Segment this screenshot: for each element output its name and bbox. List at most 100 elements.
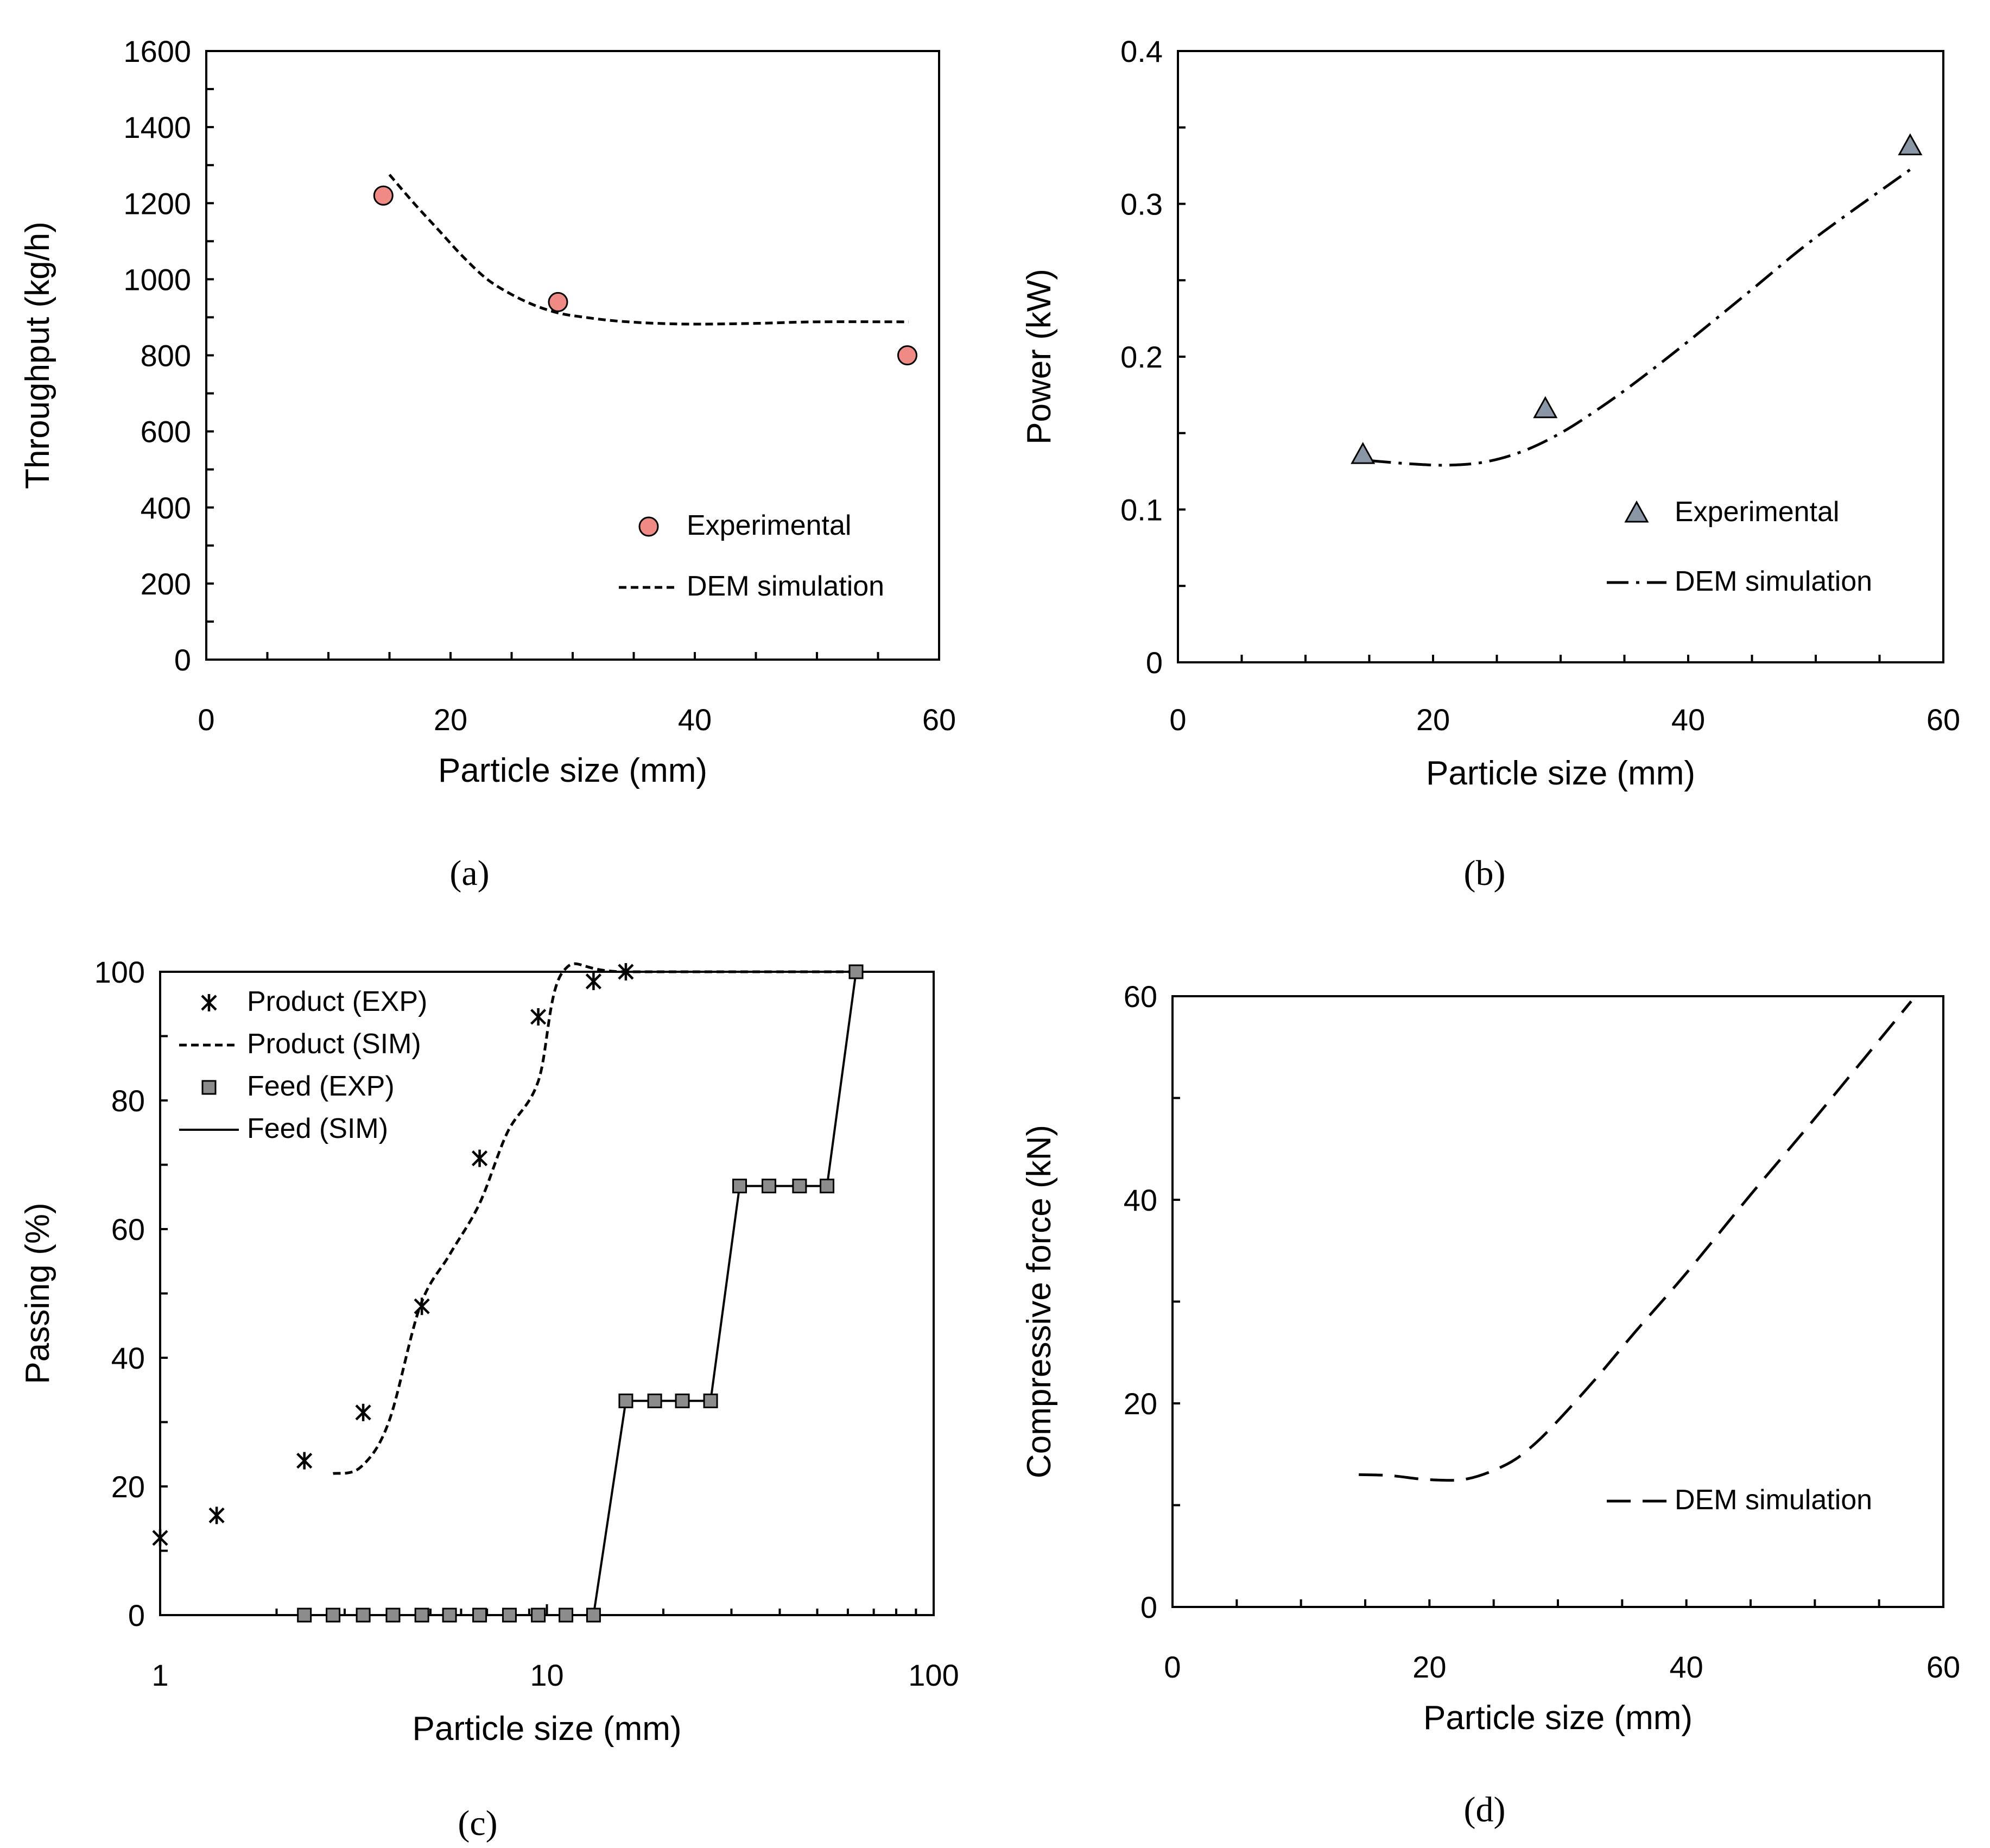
x-tick-label: 1 bbox=[151, 1658, 168, 1692]
data-point bbox=[848, 964, 864, 979]
y-tick-label: 60 bbox=[111, 1212, 145, 1246]
legend-label: Product (SIM) bbox=[247, 1028, 421, 1060]
x-tick-label: 100 bbox=[908, 1658, 959, 1692]
y-tick-label: 0 bbox=[1140, 1590, 1157, 1624]
legend-marker bbox=[1624, 500, 1649, 523]
x-tick-label: 40 bbox=[1671, 703, 1705, 737]
series-line-product-sim- bbox=[333, 962, 859, 1475]
plot-frame-a bbox=[205, 50, 940, 661]
y-tick-label: 1600 bbox=[123, 34, 191, 68]
panel-b: 0 0.1 0.2 0.3 0.4 0 20 40 60 Particle size (mm) Po… bbox=[1021, 34, 1960, 893]
x-tick-label: 40 bbox=[678, 703, 712, 737]
legend-marker bbox=[201, 1080, 217, 1095]
x-axis-label: Particle size (mm) bbox=[1426, 755, 1695, 792]
data-point bbox=[531, 1607, 546, 1623]
panel-caption: (d) bbox=[1464, 1790, 1506, 1830]
panel-c: 0 20 40 60 80 100 1 10 100 Particle size (mm) Pass… bbox=[19, 955, 959, 1843]
panel-d: 0 20 40 60 0 20 40 60 Particle size (mm) Compress… bbox=[1021, 979, 1960, 1830]
y-axis-label: Compressive force (kN) bbox=[1021, 1125, 1058, 1478]
legend-marker bbox=[201, 994, 217, 1011]
y-tick-label: 0 bbox=[174, 643, 191, 677]
y-tick-label: 0.1 bbox=[1120, 493, 1163, 527]
legend-label: Product (EXP) bbox=[247, 986, 427, 1017]
legend-label: DEM simulation bbox=[1675, 566, 1872, 597]
series-line-dem-simulation bbox=[388, 174, 909, 326]
data-point bbox=[414, 1607, 429, 1623]
data-point bbox=[356, 1607, 371, 1623]
legend-label: Feed (EXP) bbox=[247, 1071, 395, 1102]
data-point bbox=[530, 1008, 547, 1026]
legend-label: DEM simulation bbox=[687, 571, 884, 602]
data-point bbox=[208, 1507, 225, 1524]
data-point bbox=[586, 1607, 601, 1623]
data-point bbox=[414, 1298, 430, 1315]
legend-marker bbox=[638, 516, 659, 537]
y-tick-label: 0 bbox=[128, 1598, 145, 1632]
y-tick-label: 1400 bbox=[123, 110, 191, 144]
y-tick-label: 0.3 bbox=[1120, 187, 1163, 221]
data-point bbox=[502, 1607, 517, 1623]
y-tick-label: 200 bbox=[141, 567, 191, 601]
data-point bbox=[618, 963, 634, 980]
data-point bbox=[820, 1179, 835, 1194]
x-tick-label: 60 bbox=[922, 703, 956, 737]
data-point bbox=[732, 1179, 747, 1194]
data-point bbox=[1351, 442, 1376, 464]
x-tick-label: 60 bbox=[1926, 703, 1960, 737]
data-point bbox=[297, 1607, 312, 1623]
x-tick-label: 40 bbox=[1670, 1650, 1703, 1684]
legend-b: Experimental DEM simulation bbox=[1607, 496, 1872, 597]
series-line-dem-simulation bbox=[1359, 1000, 1912, 1482]
panel-caption: (b) bbox=[1464, 853, 1506, 893]
series-line-dem-simulation bbox=[1369, 167, 1912, 467]
y-tick-label: 80 bbox=[111, 1084, 145, 1118]
y-tick-label: 100 bbox=[94, 955, 145, 989]
data-point bbox=[152, 1529, 168, 1547]
y-tick-label: 600 bbox=[141, 415, 191, 449]
y-tick-label: 0.4 bbox=[1120, 34, 1163, 68]
data-point bbox=[618, 1393, 633, 1408]
data-point bbox=[761, 1179, 776, 1194]
data-point bbox=[792, 1179, 807, 1194]
y-tick-label: 20 bbox=[111, 1470, 145, 1504]
y-tick-label: 0.2 bbox=[1120, 340, 1163, 374]
data-point bbox=[472, 1607, 487, 1623]
x-tick-label: 60 bbox=[1926, 1650, 1960, 1684]
data-point bbox=[326, 1607, 341, 1623]
x-tick-label: 20 bbox=[1412, 1650, 1446, 1684]
data-point bbox=[675, 1393, 690, 1408]
y-tick-label: 1000 bbox=[123, 262, 191, 296]
data-point bbox=[296, 1452, 313, 1470]
data-point bbox=[548, 292, 568, 312]
plot-frame-c bbox=[159, 971, 935, 1616]
x-axis-label: Particle size (mm) bbox=[412, 1710, 681, 1748]
x-tick-label: 10 bbox=[530, 1658, 563, 1692]
x-tick-label: 0 bbox=[1164, 1650, 1181, 1684]
data-point bbox=[373, 185, 394, 206]
legend-label: Feed (SIM) bbox=[247, 1113, 388, 1144]
y-axis-label: Passing (%) bbox=[19, 1203, 56, 1384]
x-tick-label: 20 bbox=[1416, 703, 1450, 737]
y-tick-label: 1200 bbox=[123, 186, 191, 220]
y-axis-label: Power (kW) bbox=[1021, 269, 1058, 445]
legend-d: DEM simulation bbox=[1607, 1484, 1872, 1516]
y-tick-label: 400 bbox=[141, 491, 191, 525]
data-point bbox=[471, 1149, 488, 1167]
legend-label: Experimental bbox=[1675, 496, 1839, 528]
data-point bbox=[559, 1607, 574, 1623]
data-point bbox=[703, 1393, 718, 1408]
y-tick-label: 20 bbox=[1124, 1387, 1157, 1421]
legend-label: DEM simulation bbox=[1675, 1484, 1872, 1516]
panel-caption: (a) bbox=[449, 853, 489, 893]
data-point bbox=[1898, 133, 1923, 156]
data-point bbox=[355, 1403, 371, 1421]
panel-caption: (c) bbox=[458, 1803, 497, 1843]
x-tick-label: 20 bbox=[434, 703, 467, 737]
panel-a: 0 200 400 600 800 1000 1200 1400 1600 0 20 40 60 Part… bbox=[19, 34, 956, 893]
data-point bbox=[585, 972, 602, 990]
data-point bbox=[442, 1607, 457, 1623]
legend-label: Experimental bbox=[687, 510, 851, 541]
legend-c: Product (EXP) Product (SIM) Feed (EXP) Feed… bbox=[179, 986, 427, 1144]
y-axis-label: Throughput (kg/h) bbox=[19, 221, 56, 489]
